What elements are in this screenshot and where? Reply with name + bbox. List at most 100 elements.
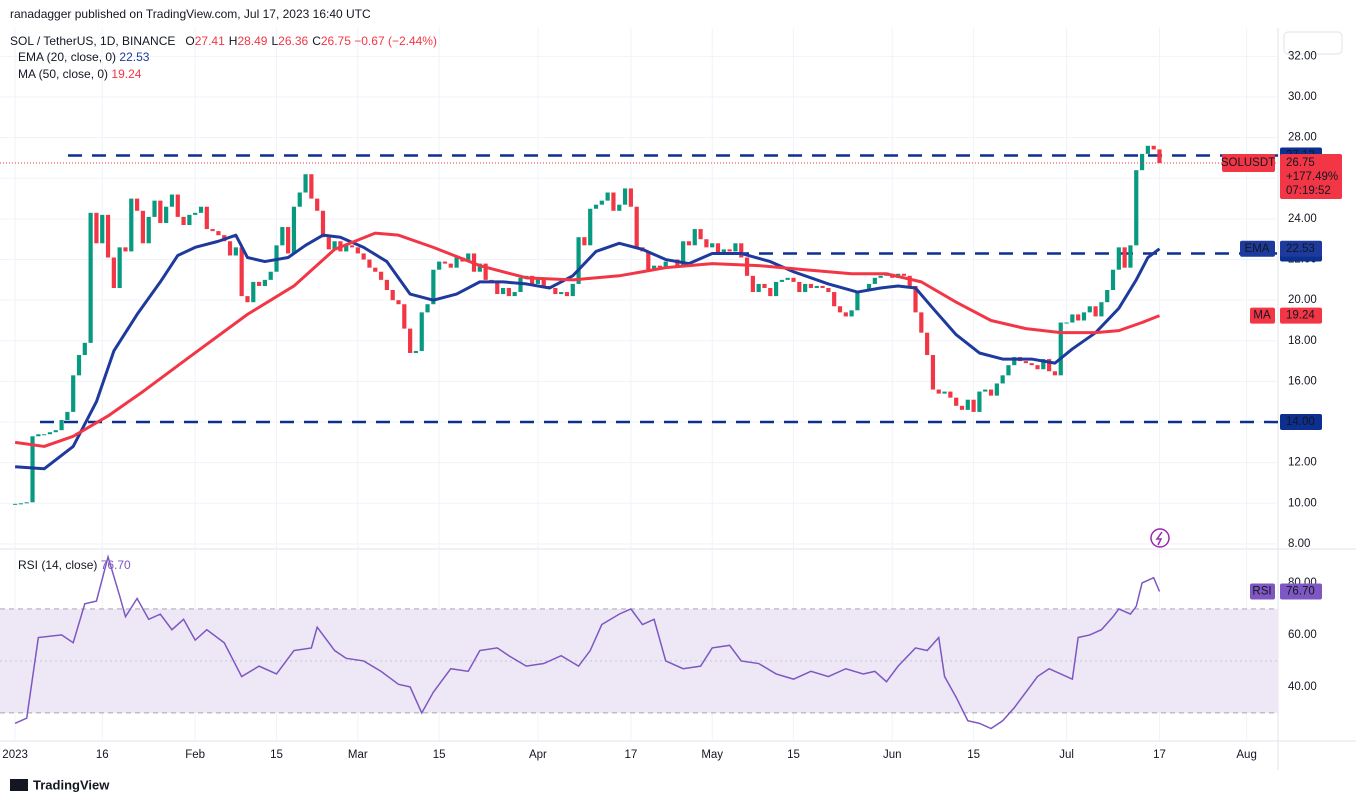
candle	[210, 229, 215, 232]
events-icon-bolt	[1155, 531, 1163, 546]
candle	[617, 204, 622, 211]
candle	[634, 206, 639, 248]
candle	[878, 275, 883, 278]
candle	[76, 355, 82, 376]
candle	[24, 502, 29, 504]
candle	[611, 192, 616, 211]
candle	[715, 243, 721, 254]
candle	[535, 277, 541, 284]
candle	[837, 306, 843, 313]
y-tick-label: 40.00	[1288, 681, 1317, 693]
candle	[53, 430, 58, 433]
x-tick-label: 15	[787, 749, 800, 761]
ma-legend: MA (50, close, 0) 19.24	[18, 67, 142, 81]
candle	[936, 389, 941, 394]
candle	[791, 277, 796, 282]
candle	[872, 277, 877, 284]
candle	[1110, 269, 1116, 291]
candle	[657, 265, 663, 268]
ema-value: 22.53	[119, 50, 149, 64]
candle	[721, 249, 726, 254]
candle	[954, 397, 959, 406]
events-icon[interactable]	[1150, 528, 1170, 548]
ema-name: EMA (20, close, 0)	[18, 50, 116, 64]
candle	[280, 227, 285, 246]
y-tick-label: 30.00	[1288, 91, 1317, 103]
candle	[570, 283, 575, 297]
candle	[1134, 170, 1139, 246]
settings-button[interactable]	[1283, 31, 1343, 55]
rsi-tag: RSI	[1252, 586, 1271, 598]
y-tick-label: 8.00	[1288, 538, 1310, 550]
x-tick-label: 15	[270, 749, 283, 761]
axes: 2023 16 Feb 15 Mar 15 Apr 17 May 15 Jun 15 Jul 17 Aug 8…	[2, 50, 1342, 761]
candle	[1058, 322, 1063, 376]
candle	[686, 241, 692, 246]
candle	[65, 411, 70, 421]
candle	[576, 237, 581, 284]
candle	[134, 198, 140, 211]
candle	[832, 292, 837, 307]
candle	[332, 241, 337, 250]
candle	[495, 281, 500, 295]
x-tick-label: 2023	[2, 749, 28, 761]
candle	[500, 287, 506, 295]
candle	[425, 304, 430, 313]
candle	[36, 434, 41, 437]
candle	[1012, 357, 1017, 366]
rsi-legend: RSI (14, close) 76.70	[18, 558, 131, 572]
x-tick-label: 17	[1153, 749, 1166, 761]
candle	[1047, 359, 1052, 372]
candle	[1128, 245, 1133, 268]
last-price: 26.75	[1286, 157, 1315, 169]
candle	[320, 210, 326, 238]
candle	[588, 208, 593, 246]
y-tick-label: 28.00	[1288, 132, 1317, 144]
candle	[1139, 153, 1145, 171]
candle	[448, 263, 453, 268]
candle	[181, 216, 186, 226]
candle	[262, 279, 267, 286]
x-tick-label: Mar	[348, 749, 368, 761]
candle	[814, 285, 819, 288]
candle	[988, 389, 994, 396]
candle	[303, 174, 308, 193]
rsi-line	[14, 554, 1161, 730]
candle	[826, 287, 831, 293]
candle	[553, 287, 558, 295]
candle	[855, 292, 860, 311]
candle	[105, 214, 111, 258]
candle	[100, 214, 105, 244]
candle	[1000, 375, 1005, 384]
candle	[698, 229, 703, 240]
symbol-tag: SOLUSDT	[1221, 157, 1275, 169]
candle	[704, 239, 709, 248]
candle	[71, 375, 76, 412]
ohlc-value: 27.41	[195, 34, 225, 48]
candle	[1023, 361, 1028, 364]
rsi-value: 76.70	[101, 558, 131, 572]
candle	[652, 265, 657, 270]
x-tick-label: 15	[967, 749, 980, 761]
level-label: 14.00	[1286, 416, 1315, 428]
x-tick-label: 16	[96, 749, 109, 761]
candle	[518, 277, 523, 293]
ohlc-key: L	[271, 34, 278, 48]
candle	[239, 247, 244, 297]
ohlc-key: C	[312, 34, 321, 48]
last-change: +177.49%	[1286, 171, 1338, 183]
candle	[599, 200, 604, 205]
x-tick-label: Feb	[185, 749, 205, 761]
indicator-line	[14, 231, 1161, 448]
indicator-value: 22.53	[1286, 243, 1315, 255]
candle	[413, 350, 419, 353]
candle	[355, 247, 360, 254]
candle	[42, 434, 47, 436]
change: −0.67 (−2.44%)	[354, 34, 437, 48]
candle	[849, 310, 854, 317]
candle	[530, 275, 535, 284]
candle	[256, 281, 262, 286]
ohlc-key: H	[229, 34, 238, 48]
